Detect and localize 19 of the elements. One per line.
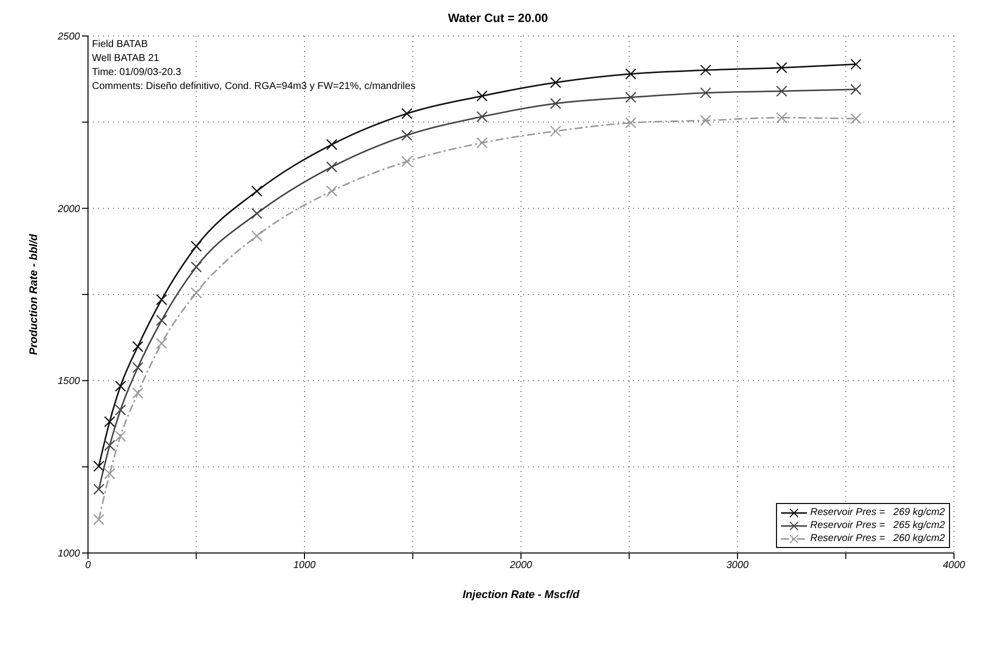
chart-title: Water Cut = 20.00 (447, 10, 549, 27)
x-tick-label: 3000 (726, 560, 750, 572)
legend-label: Reservoir Pres = 260 kg/cm2 (810, 532, 945, 545)
y-tick-label: 1500 (58, 376, 80, 388)
y-tick-label: 2000 (56, 204, 80, 215)
x-tick-label: 4000 (942, 560, 966, 572)
annotation: Field BATAB (92, 38, 149, 52)
x-axis-title: Injection Rate - Mscf/d (462, 589, 580, 601)
legend-label: Reservoir Pres = 269 kg/cm2 (810, 506, 945, 519)
x-tick-label: 2000 (508, 560, 533, 572)
y-tick-label: 1000 (58, 548, 80, 560)
y-axis-title: Production Rate - bbl/d (28, 234, 40, 355)
x-tick-label: 1000 (293, 560, 316, 572)
x-tick-label: 0 (85, 560, 92, 572)
annotation: Well BATAB 21 (92, 52, 160, 66)
annotation: Time: 01/09/03-20.3 (92, 66, 182, 80)
legend-label: Reservoir Pres = 265 kg/cm2 (810, 519, 945, 532)
y-tick-label: 2500 (56, 32, 80, 43)
annotation: Comments: Diseño definitivo, Cond. RGA=94m3 y FW=21%, c/mandriles (92, 80, 416, 94)
